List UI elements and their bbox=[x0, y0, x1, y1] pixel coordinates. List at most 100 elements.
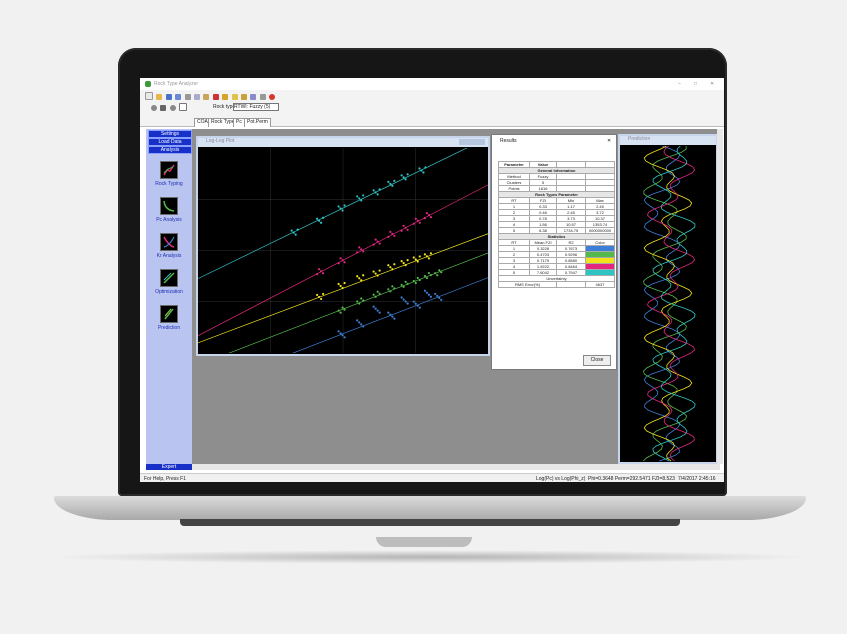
rock-type-select[interactable]: RTWI: Fuzzy (5) bbox=[233, 103, 279, 111]
sidebar-expert[interactable]: Expert bbox=[146, 464, 192, 470]
data-point bbox=[418, 221, 421, 224]
results-dialog[interactable]: Results ✕ Parameter Value General Inform… bbox=[491, 134, 617, 370]
app-logo-icon bbox=[145, 81, 151, 87]
data-point bbox=[372, 243, 375, 246]
open-folder-icon[interactable] bbox=[156, 94, 163, 100]
cut-icon[interactable] bbox=[184, 94, 191, 100]
zoom-in-icon[interactable] bbox=[151, 105, 157, 111]
data-point bbox=[422, 171, 425, 174]
data-point bbox=[292, 231, 295, 234]
results-close-icon[interactable]: ✕ bbox=[607, 138, 612, 144]
plot-window-title: Log-Log Plot bbox=[198, 138, 488, 147]
save-icon[interactable] bbox=[165, 94, 172, 100]
data-point bbox=[319, 297, 323, 301]
data-point bbox=[362, 325, 365, 328]
data-point bbox=[356, 251, 359, 254]
data-point bbox=[360, 323, 363, 326]
sidebar-item-label: Rock Typing bbox=[155, 181, 183, 187]
data-point bbox=[402, 262, 405, 265]
page-icon[interactable] bbox=[179, 103, 188, 111]
sidebar-item-optimization[interactable]: Optimization bbox=[148, 269, 190, 295]
sidebar-item-rock-typing[interactable]: Rock Typing bbox=[148, 161, 190, 187]
save-all-icon[interactable] bbox=[175, 94, 182, 100]
data-point bbox=[406, 259, 409, 262]
data-point bbox=[389, 313, 392, 316]
data-point bbox=[341, 306, 344, 309]
plot-window[interactable]: Log-Log Plot bbox=[196, 136, 490, 356]
data-point bbox=[438, 269, 441, 272]
data-point bbox=[337, 262, 340, 265]
chart-icon[interactable] bbox=[222, 94, 229, 100]
data-point bbox=[378, 311, 381, 314]
print-icon[interactable] bbox=[259, 94, 266, 100]
pan-icon[interactable] bbox=[160, 105, 167, 111]
data-point bbox=[434, 292, 437, 296]
sidebar-item-prediction[interactable]: Prediction bbox=[148, 305, 190, 331]
status-bar: For Help, Press F1 Log(Pc) vs Log(Phi_z)… bbox=[140, 473, 724, 482]
delete-icon[interactable] bbox=[212, 94, 219, 100]
data-point bbox=[423, 289, 427, 292]
data-point bbox=[402, 224, 405, 227]
data-point bbox=[337, 205, 340, 208]
data-point bbox=[360, 279, 363, 282]
zoom-out-icon[interactable] bbox=[169, 105, 176, 111]
data-point bbox=[402, 285, 405, 288]
data-point bbox=[376, 290, 379, 293]
data-point bbox=[424, 166, 427, 169]
data-point bbox=[356, 275, 359, 278]
data-point bbox=[393, 263, 396, 266]
window-title: Rock Type Analyzer bbox=[154, 81, 199, 87]
data-point bbox=[406, 302, 409, 305]
data-point bbox=[406, 173, 409, 176]
data-point bbox=[425, 255, 429, 258]
data-point bbox=[374, 238, 377, 241]
title-bar: Rock Type Analyzer – □ ✕ bbox=[140, 78, 724, 90]
data-point bbox=[387, 235, 390, 238]
data-point bbox=[290, 229, 293, 232]
copy-icon[interactable] bbox=[193, 94, 200, 100]
data-point bbox=[391, 315, 394, 318]
close-button[interactable]: Close bbox=[583, 355, 611, 366]
close-window-button[interactable]: ✕ bbox=[710, 81, 715, 87]
data-point bbox=[423, 253, 427, 256]
data-point bbox=[321, 272, 325, 275]
prediction-window-title: Prediction bbox=[620, 136, 716, 145]
data-point bbox=[414, 281, 417, 285]
status-help: For Help, Press F1 bbox=[144, 476, 186, 482]
sidebar-settings[interactable]: Settings bbox=[148, 130, 192, 138]
data-point bbox=[427, 257, 431, 260]
minimize-button[interactable]: – bbox=[678, 81, 681, 87]
data-point bbox=[339, 311, 342, 314]
prediction-window[interactable]: Prediction bbox=[618, 134, 718, 464]
grid-icon[interactable] bbox=[250, 94, 257, 100]
data-point bbox=[372, 270, 375, 273]
table-icon[interactable] bbox=[231, 94, 238, 100]
help-icon[interactable] bbox=[269, 94, 276, 100]
data-point bbox=[362, 274, 365, 277]
log-trace bbox=[643, 146, 688, 462]
data-point bbox=[378, 242, 381, 245]
sidebar-analysis[interactable]: Analysis bbox=[148, 146, 192, 154]
tab-pot-perm[interactable]: Pot.Perm bbox=[244, 118, 271, 127]
data-point bbox=[317, 295, 321, 299]
pc-analysis-icon bbox=[160, 197, 178, 215]
new-file-icon[interactable] bbox=[145, 92, 153, 100]
data-point bbox=[400, 229, 403, 232]
paste-icon[interactable] bbox=[203, 94, 210, 100]
window-buttons[interactable] bbox=[459, 139, 485, 145]
sidebar-load-data[interactable]: Load Data bbox=[148, 138, 192, 146]
data-point bbox=[321, 216, 325, 219]
vertical-scrollbar[interactable] bbox=[717, 129, 723, 464]
data-point bbox=[337, 282, 340, 286]
trend-line bbox=[292, 277, 488, 353]
data-point bbox=[427, 214, 431, 217]
sidebar-item-pc-analysis[interactable]: Pc Analysis bbox=[148, 197, 190, 223]
data-point bbox=[429, 216, 433, 219]
sidebar-item-kr-analysis[interactable]: Kr Analysis bbox=[148, 233, 190, 259]
horizontal-scrollbar[interactable] bbox=[192, 464, 720, 470]
maximize-button[interactable]: □ bbox=[694, 81, 698, 87]
data-point bbox=[434, 272, 437, 275]
edit-icon[interactable] bbox=[240, 94, 247, 100]
data-point bbox=[402, 298, 405, 301]
data-point bbox=[360, 297, 363, 300]
